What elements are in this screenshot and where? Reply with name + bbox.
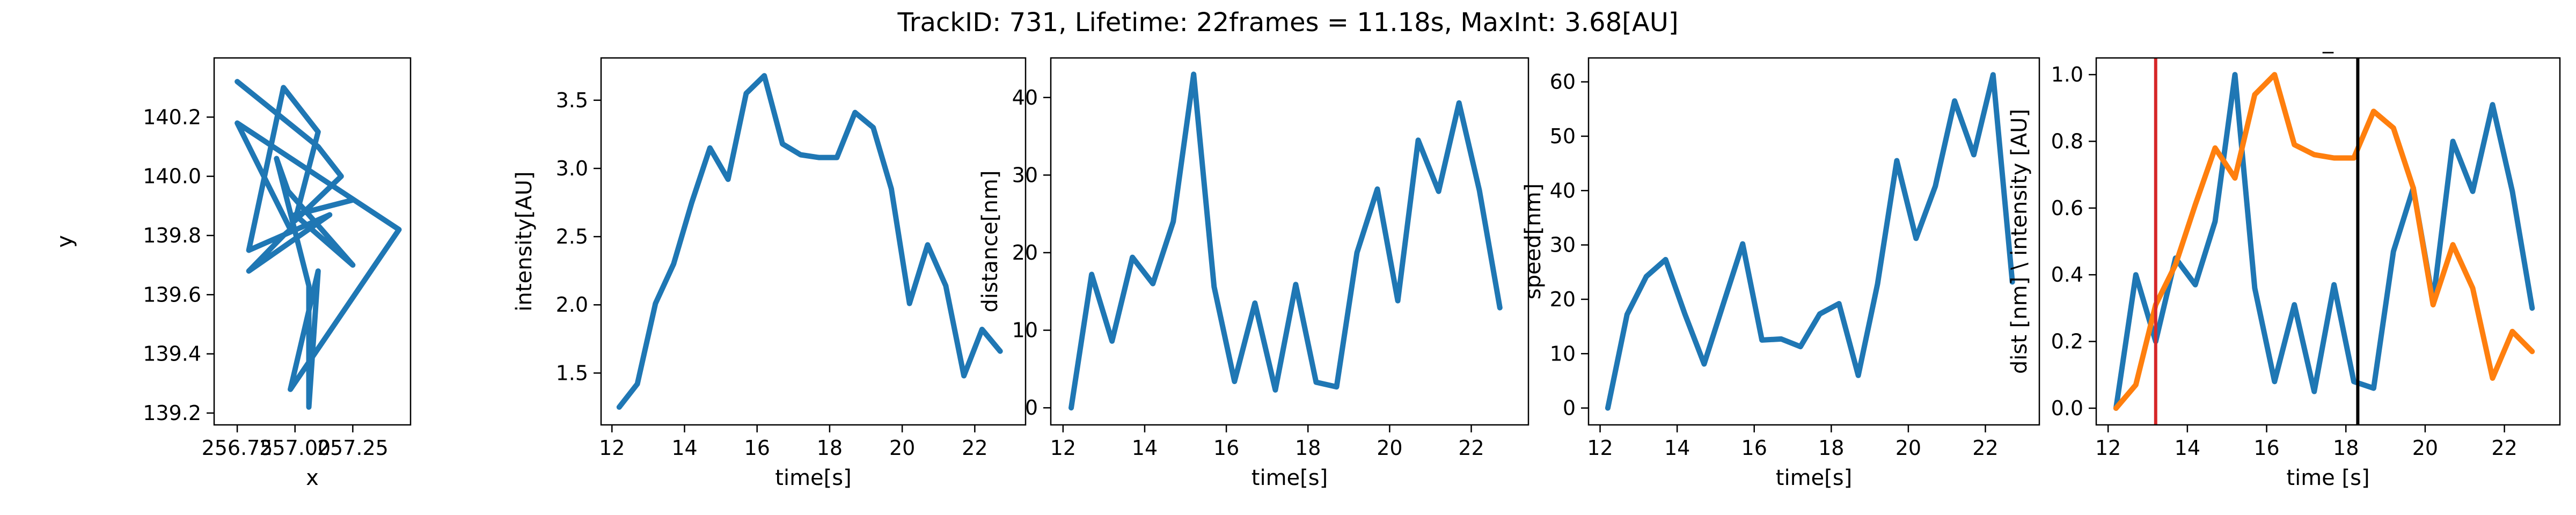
y-tick-label: 40 [1550, 179, 1576, 202]
x-tick-label: 18 [1295, 436, 1321, 460]
series-line-1 [2113, 72, 2535, 411]
y-tick-label: 0 [1025, 396, 1038, 420]
x-tick-label: 20 [889, 436, 915, 460]
y-tick-label: 10 [1012, 319, 1038, 342]
x-tick-label: 12 [1050, 436, 1076, 460]
x-tick-label: 256.75 [202, 436, 273, 460]
x-tick-label: 22 [1972, 436, 1998, 460]
y-tick-label: 140.2 [143, 105, 201, 129]
y-tick-label: 50 [1550, 124, 1576, 148]
x-tick-label: 257.00 [259, 436, 331, 460]
x-axis-label: time[s] [1776, 466, 1852, 490]
y-tick-label: 139.4 [143, 342, 201, 366]
x-tick-label: 22 [1458, 436, 1484, 460]
y-tick-label: 0.0 [2051, 396, 2083, 420]
plot-frame [213, 57, 412, 426]
x-tick-label: 16 [2253, 436, 2279, 460]
x-tick-label: 20 [1896, 436, 1921, 460]
y-tick-label: 60 [1550, 70, 1576, 94]
y-tick-label: 0.4 [2051, 263, 2083, 286]
x-tick-label: 16 [1741, 436, 1767, 460]
panel-normalized: 12 14 16 18 20 22 0.0 0.2 0.4 0.6 0.8 1.0 time [s] di… [2007, 29, 2561, 490]
panel-title: _ [2322, 29, 2334, 54]
y-axis-label: speed[nm] [1521, 183, 1546, 299]
y-tick-label: 139.8 [143, 224, 201, 247]
series-line-2 [2113, 72, 2535, 411]
x-tick-label: 14 [1664, 436, 1690, 460]
plot-frame [600, 57, 1027, 426]
y-axis-label: intensity[AU] [512, 171, 537, 311]
x-tick-label: 18 [817, 436, 843, 460]
x-tick-label: 20 [2412, 436, 2438, 460]
y-tick-label: 1.5 [556, 361, 588, 385]
y-tick-label: 30 [1012, 163, 1038, 187]
x-tick-label: 14 [671, 436, 697, 460]
panel-speed: 12 14 16 18 20 22 0 10 20 30 40 50 60 time[s] speed[nm… [1521, 57, 2040, 490]
y-tick-label: 0.6 [2051, 196, 2083, 220]
x-tick-label: 12 [1587, 436, 1613, 460]
y-tick-label: 40 [1012, 86, 1038, 109]
x-tick-label: 14 [2175, 436, 2200, 460]
x-tick-label: 20 [1377, 436, 1402, 460]
series-line-1 [235, 79, 402, 410]
y-tick-label: 1.0 [2051, 63, 2083, 86]
y-tick-label: 10 [1550, 342, 1576, 365]
x-tick-label: 22 [2491, 436, 2517, 460]
y-tick-label: 2.0 [556, 293, 588, 317]
x-tick-label: 18 [1818, 436, 1844, 460]
series-line-1 [1069, 71, 1503, 411]
x-tick-label: 22 [962, 436, 987, 460]
y-tick-label: 3.5 [556, 89, 588, 112]
y-tick-label: 30 [1550, 233, 1576, 257]
y-tick-label: 3.0 [556, 157, 588, 180]
y-tick-label: 0.2 [2051, 330, 2083, 354]
y-tick-label: 0.8 [2051, 129, 2083, 153]
y-axis-label: distance[nm] [978, 170, 1002, 312]
x-axis-label: x [306, 466, 319, 490]
y-axis-label: dist [nm] \ intensity [AU] [2007, 109, 2032, 374]
y-axis-label: y [53, 235, 77, 248]
x-axis-label: time[s] [1252, 466, 1328, 490]
plot-frame [2095, 57, 2561, 426]
y-tick-label: 140.0 [143, 165, 201, 188]
x-axis-label: time [s] [2286, 466, 2369, 490]
y-tick-label: 2.5 [556, 225, 588, 248]
series-line-1 [1605, 72, 2015, 411]
x-tick-label: 257.25 [317, 436, 389, 460]
x-tick-label: 16 [744, 436, 770, 460]
y-tick-label: 0 [1563, 396, 1576, 420]
y-tick-label: 139.2 [143, 401, 201, 425]
x-tick-label: 16 [1213, 436, 1239, 460]
panel-intensity: 12 14 16 18 20 22 1.5 2.0 2.5 3.0 3.5 time[s] intens… [512, 57, 1027, 490]
y-tick-label: 20 [1550, 288, 1576, 311]
figure-title: TrackID: 731, Lifetime: 22frames = 11.18… [897, 8, 1678, 38]
series-line-1 [616, 73, 1003, 410]
x-tick-label: 12 [599, 436, 625, 460]
x-tick-label: 18 [2333, 436, 2359, 460]
y-tick-label: 20 [1012, 241, 1038, 264]
panel-distance: 12 14 16 18 20 22 0 10 20 30 40 time[s] distance[nm] [978, 57, 1529, 490]
x-axis-label: time[s] [775, 466, 851, 490]
plot-frame [1050, 57, 1529, 426]
plot-frame [1587, 57, 2040, 426]
y-tick-label: 139.6 [143, 283, 201, 306]
x-tick-label: 14 [1132, 436, 1158, 460]
x-tick-label: 12 [2095, 436, 2121, 460]
